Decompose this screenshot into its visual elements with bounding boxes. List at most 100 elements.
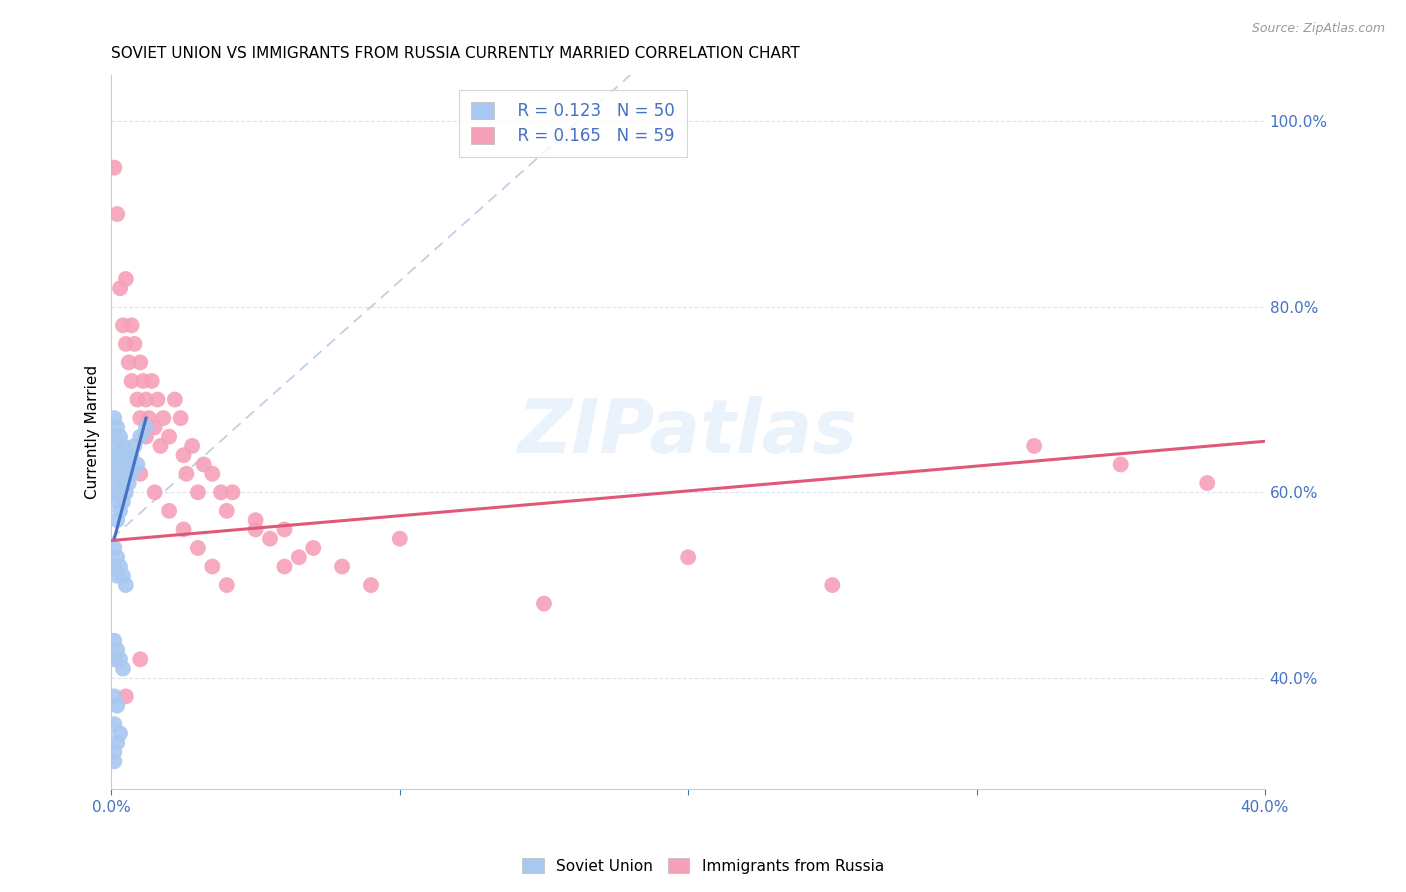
Point <box>103 467 125 481</box>
Point <box>108 467 131 481</box>
Point <box>138 411 160 425</box>
Point <box>676 550 699 565</box>
Point <box>193 458 215 472</box>
Point <box>157 430 180 444</box>
Point <box>121 374 143 388</box>
Point <box>1109 458 1132 472</box>
Point <box>129 411 152 425</box>
Point <box>288 550 311 565</box>
Point <box>111 662 134 676</box>
Point <box>821 578 844 592</box>
Point <box>114 485 136 500</box>
Point <box>105 736 128 750</box>
Point <box>157 504 180 518</box>
Point <box>111 494 134 508</box>
Point <box>103 161 125 175</box>
Point <box>221 485 243 500</box>
Legend:   R = 0.123   N = 50,   R = 0.165   N = 59: R = 0.123 N = 50, R = 0.165 N = 59 <box>458 90 686 157</box>
Point <box>141 374 163 388</box>
Point <box>127 458 149 472</box>
Point <box>103 754 125 768</box>
Point <box>108 281 131 295</box>
Point <box>103 652 125 666</box>
Point <box>103 745 125 759</box>
Point <box>152 411 174 425</box>
Point <box>103 485 125 500</box>
Point <box>533 597 555 611</box>
Point <box>118 458 141 472</box>
Point <box>388 532 411 546</box>
Point <box>215 504 238 518</box>
Point <box>114 337 136 351</box>
Point <box>124 439 146 453</box>
Point <box>127 392 149 407</box>
Point <box>181 439 204 453</box>
Point <box>105 550 128 565</box>
Point <box>121 318 143 333</box>
Point <box>103 717 125 731</box>
Point <box>108 448 131 462</box>
Point <box>302 541 325 555</box>
Point <box>111 569 134 583</box>
Point <box>215 578 238 592</box>
Point <box>176 467 198 481</box>
Point <box>114 690 136 704</box>
Point <box>143 485 166 500</box>
Point <box>103 633 125 648</box>
Point <box>105 569 128 583</box>
Point <box>132 374 155 388</box>
Point <box>135 420 157 434</box>
Point <box>105 420 128 434</box>
Point <box>103 559 125 574</box>
Point <box>1024 439 1046 453</box>
Point <box>129 467 152 481</box>
Point <box>105 643 128 657</box>
Point <box>103 541 125 555</box>
Point <box>173 523 195 537</box>
Point <box>108 430 131 444</box>
Point <box>259 532 281 546</box>
Point <box>111 476 134 491</box>
Point <box>245 523 267 537</box>
Point <box>129 652 152 666</box>
Point <box>201 559 224 574</box>
Point <box>129 430 152 444</box>
Point <box>105 698 128 713</box>
Point <box>187 485 209 500</box>
Point <box>114 272 136 286</box>
Point <box>124 337 146 351</box>
Point <box>121 448 143 462</box>
Point <box>108 652 131 666</box>
Point <box>108 504 131 518</box>
Point <box>146 392 169 407</box>
Point <box>1197 476 1219 491</box>
Point <box>103 411 125 425</box>
Point <box>118 476 141 491</box>
Point <box>273 523 295 537</box>
Point <box>135 430 157 444</box>
Point <box>118 355 141 369</box>
Point <box>135 392 157 407</box>
Point <box>111 439 134 453</box>
Point <box>105 494 128 508</box>
Point <box>114 448 136 462</box>
Point <box>111 318 134 333</box>
Point <box>169 411 191 425</box>
Text: SOVIET UNION VS IMMIGRANTS FROM RUSSIA CURRENTLY MARRIED CORRELATION CHART: SOVIET UNION VS IMMIGRANTS FROM RUSSIA C… <box>111 46 800 62</box>
Legend: Soviet Union, Immigrants from Russia: Soviet Union, Immigrants from Russia <box>516 852 890 880</box>
Point <box>163 392 186 407</box>
Point <box>103 430 125 444</box>
Text: Source: ZipAtlas.com: Source: ZipAtlas.com <box>1251 22 1385 36</box>
Point <box>103 448 125 462</box>
Point <box>330 559 353 574</box>
Point <box>105 513 128 527</box>
Point <box>108 485 131 500</box>
Text: ZIPatlas: ZIPatlas <box>519 395 858 468</box>
Point <box>273 559 295 574</box>
Point <box>245 513 267 527</box>
Point <box>108 559 131 574</box>
Point <box>105 458 128 472</box>
Point <box>129 355 152 369</box>
Y-axis label: Currently Married: Currently Married <box>86 365 100 500</box>
Point <box>105 207 128 221</box>
